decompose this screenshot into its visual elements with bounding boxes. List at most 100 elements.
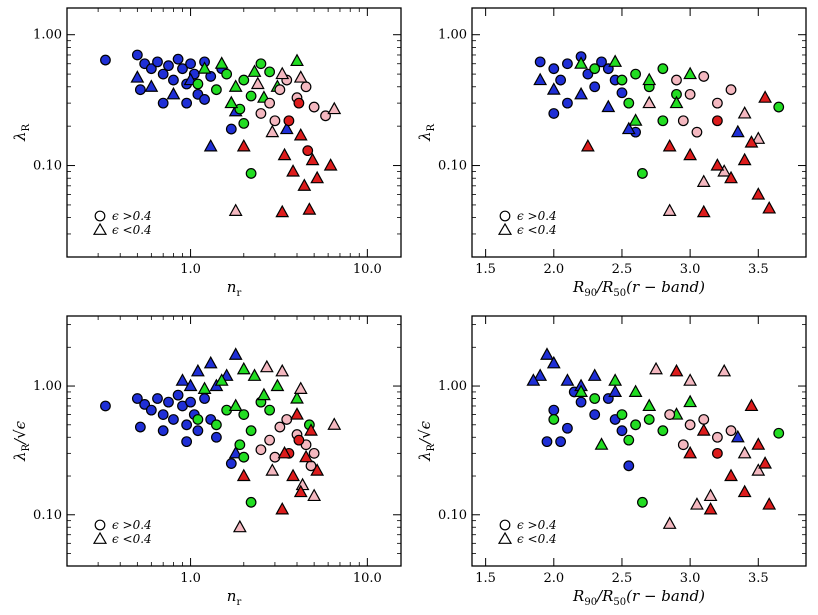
green-triangle-point xyxy=(247,64,262,77)
blue-circle-point xyxy=(616,87,628,99)
pink-circle-point xyxy=(308,447,320,459)
blue-triangle-point xyxy=(546,82,561,95)
blue-circle-point xyxy=(575,396,587,408)
y-tick-label: 0.10 xyxy=(33,159,62,174)
plot-frame xyxy=(66,7,402,258)
blue-circle-point xyxy=(134,84,146,96)
x-axis-label: R90/R50(r − band) xyxy=(572,587,705,608)
blue-triangle-point xyxy=(175,373,190,386)
panel-top-right: 1.5 2.0 2.5 3.0 3.5 0.10 1.00 R90/R50(r − band)… xyxy=(416,7,807,299)
blue-circle-point xyxy=(225,458,237,469)
red-triangle-point xyxy=(758,90,773,103)
red-triangle-point xyxy=(286,164,300,177)
red-circle-point xyxy=(283,115,295,127)
y-tick-label: 1.00 xyxy=(438,28,467,43)
blue-triangle-point xyxy=(279,121,294,135)
legend-label-triangle: ϵ <0.4 xyxy=(112,223,152,237)
blue-circle-point xyxy=(172,53,184,65)
red-triangle-point xyxy=(275,204,290,218)
pink-circle-point xyxy=(677,115,689,127)
blue-circle-point xyxy=(163,396,174,408)
blue-circle-point xyxy=(616,425,628,437)
red-triangle-point xyxy=(724,468,738,482)
pink-circle-point xyxy=(677,439,689,451)
green-triangle-point xyxy=(257,387,271,401)
pink-circle-point xyxy=(274,84,286,96)
blue-circle-point xyxy=(100,54,111,66)
pink-circle-point xyxy=(274,421,286,433)
green-triangle-point xyxy=(270,378,285,392)
green-circle-point xyxy=(630,419,641,431)
blue-circle-point xyxy=(185,58,196,70)
green-circle-point xyxy=(773,427,785,439)
x-tick-label: 1.5 xyxy=(475,571,496,586)
pink-circle-point xyxy=(698,414,710,425)
red-triangle-point xyxy=(277,445,292,459)
y-axis-label: λR xyxy=(416,124,437,143)
red-triangle-point xyxy=(710,158,725,171)
red-triangle-point xyxy=(762,497,777,510)
red-circle-point xyxy=(711,115,723,127)
blue-circle-point xyxy=(163,60,174,72)
pink-triangle-point xyxy=(293,381,308,394)
blue-triangle-point xyxy=(574,86,588,100)
legend-label-circle: ϵ >0.4 xyxy=(517,209,557,223)
pink-triangle-point xyxy=(703,488,718,502)
green-circle-point xyxy=(264,66,276,78)
pink-triangle-point xyxy=(717,363,732,377)
green-triangle-point xyxy=(197,381,212,394)
red-triangle-point xyxy=(669,363,684,377)
red-triangle-point xyxy=(323,158,338,171)
x-axis-label: nr xyxy=(227,587,242,608)
pink-triangle-point xyxy=(232,519,247,533)
pink-circle-point xyxy=(711,431,723,443)
pink-triangle-point xyxy=(265,124,280,138)
blue-circle-point xyxy=(145,404,157,416)
pink-circle-point xyxy=(264,434,276,446)
pink-triangle-point xyxy=(717,164,732,177)
blue-triangle-point xyxy=(203,355,218,369)
red-triangle-point xyxy=(310,170,325,184)
blue-triangle-point xyxy=(621,121,636,135)
blue-circle-point xyxy=(555,74,567,86)
legend-label-circle: ϵ >0.4 xyxy=(112,518,152,532)
pink-triangle-point xyxy=(662,203,677,216)
legend-triangle-marker xyxy=(497,222,513,235)
red-triangle-point xyxy=(305,152,320,166)
y-tick-label: 1.00 xyxy=(33,379,62,394)
pink-circle-point xyxy=(255,444,267,456)
green-circle-point xyxy=(637,496,648,508)
legend-label-triangle: ϵ <0.4 xyxy=(517,223,557,237)
legend-circle-marker xyxy=(94,210,106,222)
green-circle-point xyxy=(245,90,257,102)
green-triangle-point xyxy=(669,95,684,109)
x-tick-label: 10.0 xyxy=(353,571,382,586)
blue-circle-point xyxy=(168,414,179,425)
red-triangle-point xyxy=(302,202,317,215)
pink-circle-point xyxy=(664,409,676,420)
blue-circle-point xyxy=(181,419,193,431)
green-circle-point xyxy=(616,74,628,86)
green-circle-point xyxy=(234,103,246,115)
green-circle-point xyxy=(643,414,655,425)
pink-triangle-point xyxy=(250,76,265,90)
pink-circle-point xyxy=(264,97,276,109)
red-triangle-point xyxy=(758,456,773,469)
x-tick-label: 1.0 xyxy=(180,571,201,586)
blue-circle-point xyxy=(562,97,573,109)
blue-triangle-point xyxy=(203,138,218,152)
blue-triangle-point xyxy=(526,373,541,386)
x-tick-label: 2.0 xyxy=(543,262,564,277)
green-triangle-point xyxy=(197,61,212,74)
blue-circle-point xyxy=(589,81,601,93)
legend-label-circle: ϵ >0.4 xyxy=(112,209,152,223)
legend: ϵ >0.4ϵ <0.4 xyxy=(92,209,152,237)
x-axis-label: R90/R50(r − band) xyxy=(572,278,705,299)
blue-circle-point xyxy=(181,97,193,109)
legend-circle-marker xyxy=(499,210,511,222)
blue-circle-point xyxy=(225,123,237,135)
blue-triangle-point xyxy=(533,368,548,381)
green-circle-point xyxy=(238,409,250,420)
pink-circle-point xyxy=(269,115,281,127)
